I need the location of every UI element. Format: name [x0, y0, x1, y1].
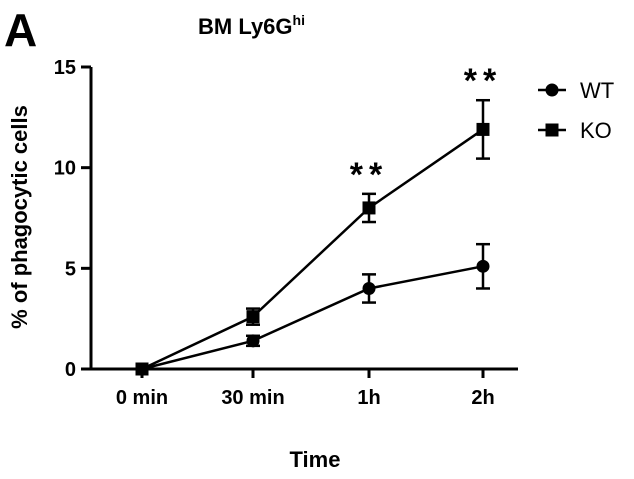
y-tick-label: 0 [65, 359, 76, 381]
x-tick-label: 30 min [221, 387, 284, 409]
y-axis-label: % of phagocytic cells [7, 105, 32, 329]
x-tick-label: 2h [471, 387, 494, 409]
legend-item-ko: KO [538, 118, 612, 143]
data-point-wt [476, 259, 490, 273]
legend-label: WT [580, 78, 614, 103]
chart-title-superscript: hi [293, 12, 305, 28]
series-line-ko [141, 128, 484, 371]
legend-item-wt: WT [538, 78, 614, 103]
chart-title-main: BM Ly6G [198, 14, 293, 39]
legend-marker-ko [545, 123, 559, 137]
x-axis-label: Time [290, 447, 341, 472]
data-point-ko [246, 310, 260, 324]
data-point-wt [246, 334, 260, 348]
significance-marker: ** [350, 156, 388, 194]
y-axis: 0 5 10 15 [54, 57, 93, 381]
annotations-layer: ** ** [350, 62, 502, 194]
x-axis: 0 min 30 min 1h 2h [91, 367, 518, 409]
x-tick-label: 0 min [116, 387, 168, 409]
data-point-ko [135, 362, 149, 376]
legend-marker-wt [545, 83, 559, 97]
series-line-wt [141, 265, 484, 371]
data-point-ko [476, 122, 490, 136]
legend: WT KO [538, 78, 614, 143]
data-point-ko [362, 201, 376, 215]
series-layer [135, 98, 490, 376]
y-tick-label: 15 [54, 57, 76, 79]
x-tick-label: 1h [357, 387, 380, 409]
y-tick-label: 10 [54, 158, 76, 180]
significance-marker: ** [464, 62, 502, 100]
legend-label: KO [580, 118, 612, 143]
data-point-wt [362, 281, 376, 295]
series-wt [135, 242, 490, 376]
series-ko [135, 98, 490, 376]
y-tick-label: 5 [65, 258, 76, 280]
panel-letter: A [4, 4, 37, 56]
chart-title: BM Ly6Ghi [198, 12, 305, 39]
